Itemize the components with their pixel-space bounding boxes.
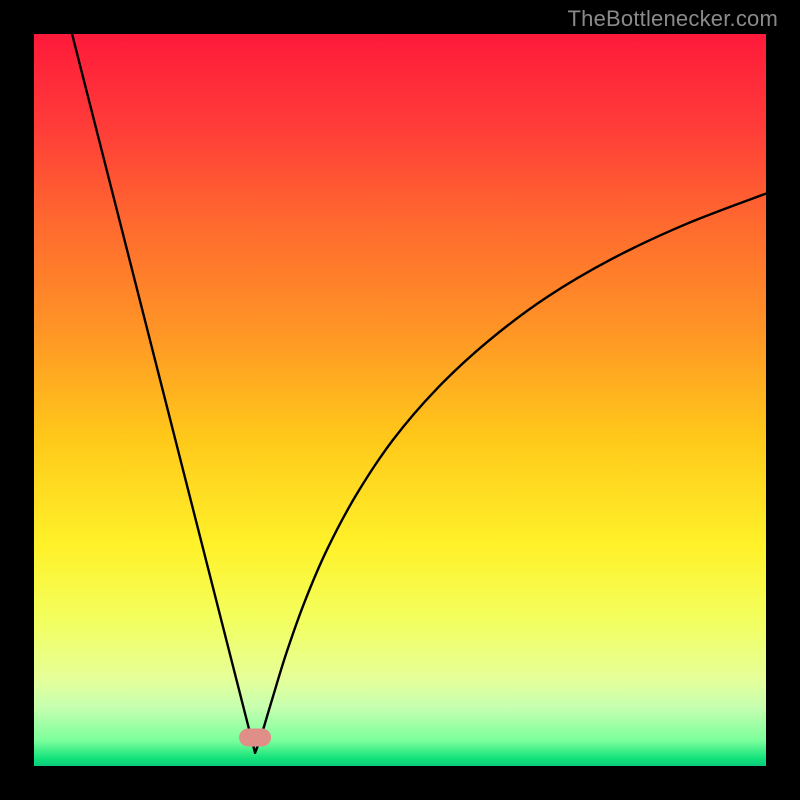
optimal-point-marker (239, 728, 271, 746)
watermark-text: TheBottlenecker.com (568, 6, 778, 32)
gradient-background (34, 34, 766, 766)
plot-svg (34, 34, 766, 766)
plot-area (34, 34, 766, 766)
chart-frame: TheBottlenecker.com (0, 0, 800, 800)
